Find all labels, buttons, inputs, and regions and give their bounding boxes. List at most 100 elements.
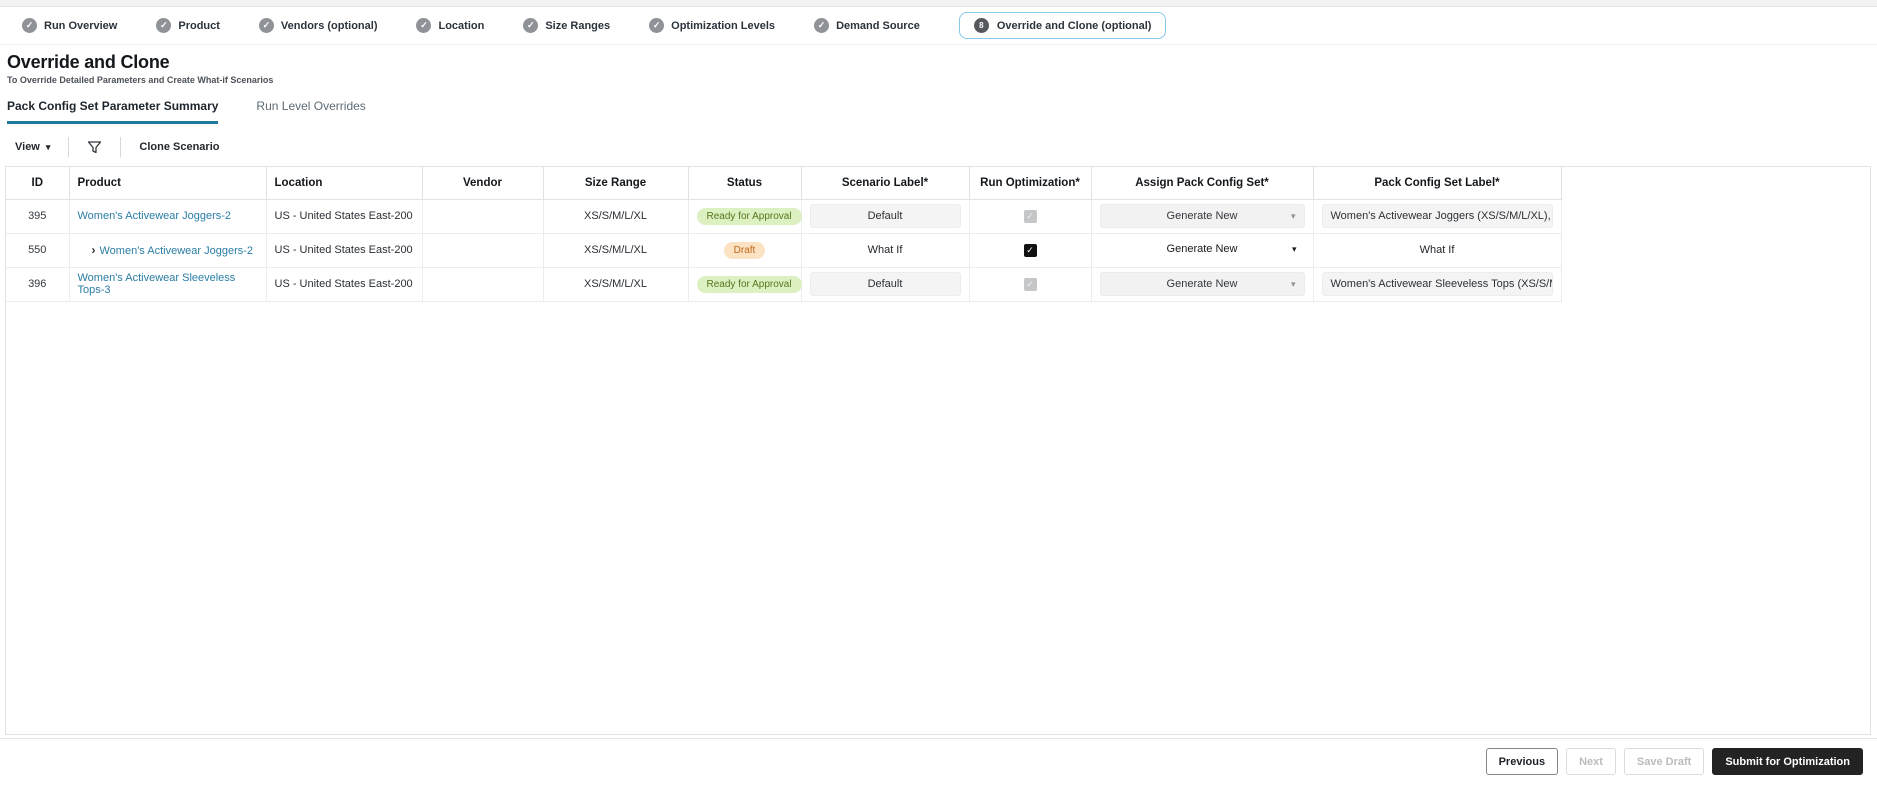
scenario-label-input[interactable]: What If [867, 244, 903, 256]
column-header-product[interactable]: Product [69, 167, 267, 200]
assign-pack-config-set-select[interactable]: Generate New ▾ [1099, 272, 1305, 296]
cell-pack-config-set-label: Women's Activewear Joggers (XS/S/M/L/XL)… [1313, 199, 1562, 234]
tab-pack-config-set-parameter-summary[interactable]: Pack Config Set Parameter Summary [7, 99, 219, 124]
toolbar-divider [68, 137, 70, 157]
step-label: Vendors (optional) [280, 19, 378, 32]
cell-size-range: XS/S/M/L/XL [543, 199, 689, 234]
step-override-and-clone-current[interactable]: 8 Override and Clone (optional) [958, 12, 1167, 39]
select-value: Generate New [1166, 243, 1238, 255]
run-optimization-checkbox[interactable]: ✓ [1023, 243, 1037, 257]
cell-vendor [422, 267, 544, 302]
cell-location: US - United States East-200 [266, 267, 423, 302]
cell-size-range: XS/S/M/L/XL [543, 233, 689, 268]
cell-location: US - United States East-200 [266, 233, 423, 268]
table-row[interactable]: 395 Women's Activewear Joggers-2 US - Un… [6, 199, 1562, 234]
chevron-down-icon: ▾ [1290, 279, 1296, 289]
run-optimization-checkbox[interactable]: ✓ [1023, 209, 1037, 223]
submit-for-optimization-button[interactable]: Submit for Optimization [1712, 748, 1863, 775]
assign-pack-config-set-select[interactable]: Generate New ▾ [1100, 238, 1305, 262]
step-complete-check-icon: ✓ [523, 18, 539, 33]
cell-scenario-label: What If [801, 233, 970, 268]
step-label: Location [438, 19, 485, 32]
step-complete-check-icon: ✓ [814, 18, 830, 33]
select-value: Generate New [1166, 210, 1238, 222]
cell-run-optimization: ✓ [969, 233, 1092, 268]
status-badge: Ready for Approval [696, 275, 802, 293]
step-complete-check-icon: ✓ [156, 18, 172, 33]
toolbar-divider [120, 137, 122, 157]
cell-product: Women's Activewear Joggers-2 [69, 199, 267, 234]
cell-pack-config-set-label: What If [1313, 233, 1562, 268]
table-row[interactable]: 550 › Women's Activewear Joggers-2 US - U… [6, 233, 1562, 268]
column-header-location[interactable]: Location [266, 167, 423, 200]
cell-status: Ready for Approval [688, 267, 802, 302]
product-link[interactable]: Women's Activewear Joggers-2 [99, 245, 254, 257]
column-header-id[interactable]: ID [6, 167, 70, 200]
footer-divider [0, 738, 1877, 739]
previous-button[interactable]: Previous [1485, 748, 1559, 775]
column-header-vendor[interactable]: Vendor [422, 167, 544, 200]
step-label: Demand Source [836, 19, 920, 32]
column-header-size-range[interactable]: Size Range [543, 167, 689, 200]
pack-config-set-label-input[interactable]: What If [1419, 244, 1455, 256]
step-size-ranges[interactable]: ✓ Size Ranges [523, 18, 610, 33]
cell-product: Women's Activewear Sleeveless Tops-3 [69, 267, 267, 302]
cell-vendor [422, 233, 544, 268]
table-row[interactable]: 396 Women's Activewear Sleeveless Tops-3… [6, 267, 1562, 302]
tab-run-level-overrides[interactable]: Run Level Overrides [256, 99, 366, 113]
assign-pack-config-set-select[interactable]: Generate New ▾ [1099, 204, 1305, 228]
cell-assign-pack-config-set: Generate New ▾ [1091, 199, 1314, 234]
step-label: Size Ranges [545, 19, 611, 32]
cell-vendor [422, 199, 544, 234]
chevron-down-icon: ▾ [1291, 244, 1297, 254]
column-header-scenario-label[interactable]: Scenario Label* [801, 167, 970, 200]
funnel-icon [88, 140, 102, 153]
cell-run-optimization: ✓ [969, 199, 1092, 234]
scenario-label-input[interactable]: Default [809, 204, 961, 228]
step-complete-check-icon: ✓ [22, 18, 37, 33]
pack-config-set-label-input[interactable]: Women's Activewear Sleeveless Tops (XS/S… [1321, 272, 1553, 296]
column-header-assign-pack-config-set[interactable]: Assign Pack Config Set* [1091, 167, 1314, 200]
cell-product: › Women's Activewear Joggers-2 [69, 233, 267, 268]
pack-config-table: ID Product Location Vendor Size Range St… [6, 167, 1562, 302]
footer-action-bar: Previous Next Save Draft Submit for Opti… [0, 739, 1877, 775]
select-value: Generate New [1166, 278, 1238, 290]
step-optimization-levels[interactable]: ✓ Optimization Levels [649, 18, 775, 33]
page-title: Override and Clone [7, 52, 170, 72]
step-vendors[interactable]: ✓ Vendors (optional) [258, 18, 378, 33]
cell-id: 396 [6, 267, 70, 302]
column-header-pack-config-set-label[interactable]: Pack Config Set Label* [1313, 167, 1562, 200]
view-menu-button[interactable]: View ▾ [15, 141, 50, 153]
chevron-down-icon: ▾ [45, 141, 51, 152]
top-strip [0, 0, 1877, 7]
step-demand-source[interactable]: ✓ Demand Source [814, 18, 920, 33]
filter-button[interactable] [87, 140, 102, 155]
product-link[interactable]: Women's Activewear Sleeveless Tops-3 [77, 272, 236, 296]
column-header-status[interactable]: Status [688, 167, 802, 200]
cell-assign-pack-config-set: Generate New ▾ [1091, 267, 1314, 302]
view-menu-label: View [15, 141, 40, 153]
step-run-overview[interactable]: ✓ Run Overview [22, 18, 117, 33]
product-link[interactable]: Women's Activewear Joggers-2 [77, 210, 232, 222]
cell-run-optimization: ✓ [969, 267, 1092, 302]
page-header: Override and Clone To Override Detailed … [0, 45, 1877, 85]
cell-pack-config-set-label: Women's Activewear Sleeveless Tops (XS/S… [1313, 267, 1562, 302]
clone-scenario-button[interactable]: Clone Scenario [139, 141, 220, 153]
run-optimization-checkbox[interactable]: ✓ [1023, 277, 1037, 291]
column-header-run-optimization[interactable]: Run Optimization* [969, 167, 1092, 200]
step-complete-check-icon: ✓ [416, 18, 432, 33]
expand-arrow-icon[interactable]: › [91, 243, 96, 257]
cell-status: Draft [688, 233, 802, 268]
step-product[interactable]: ✓ Product [156, 18, 220, 33]
step-location[interactable]: ✓ Location [416, 18, 484, 33]
step-label: Run Overview [44, 19, 118, 32]
save-draft-button[interactable]: Save Draft [1623, 748, 1705, 775]
tab-bar: Pack Config Set Parameter Summary Run Le… [0, 99, 1877, 124]
step-label: Optimization Levels [671, 19, 776, 32]
pack-config-set-label-input[interactable]: Women's Activewear Joggers (XS/S/M/L/XL)… [1321, 204, 1553, 228]
cell-id: 395 [6, 199, 70, 234]
cell-size-range: XS/S/M/L/XL [543, 267, 689, 302]
next-button[interactable]: Next [1566, 748, 1616, 775]
scenario-label-input[interactable]: Default [809, 272, 961, 296]
status-badge: Draft [723, 241, 766, 259]
